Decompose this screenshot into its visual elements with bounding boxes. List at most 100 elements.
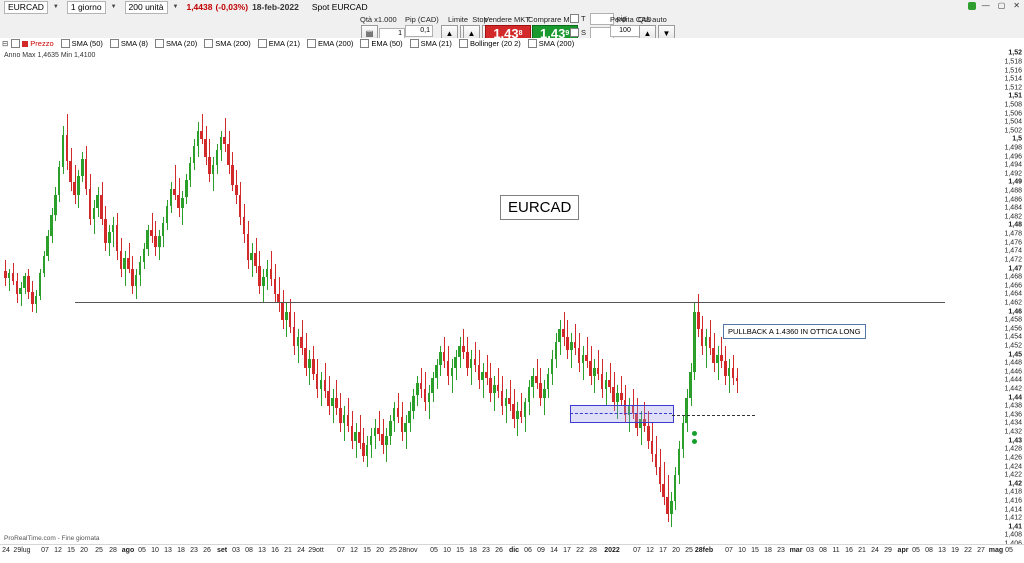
target-marker-dot[interactable] — [692, 430, 697, 436]
indicator-checkbox[interactable] — [109, 39, 119, 48]
indicator-legend-item[interactable]: SMA (50) — [60, 39, 103, 48]
price-axis[interactable]: 1,52 1,518 1,516 1,514 1,512 1,51 1,508 1,506 1,… — [986, 49, 1024, 548]
candle-body — [254, 253, 257, 267]
sell-market-button[interactable]: 1,43 8 — [484, 25, 531, 42]
candle-body — [492, 384, 496, 394]
instrument-selector[interactable]: EURCAD ▼ — [1, 0, 62, 14]
y-axis-tick: 1,48 — [1008, 221, 1022, 229]
x-axis-tick: set — [216, 547, 228, 554]
candle-body — [88, 188, 92, 220]
indicator-checkbox[interactable] — [360, 39, 370, 48]
loss-input[interactable]: 100 — [610, 25, 640, 37]
time-axis[interactable]: 24 29lug 07 12 15 20 25 28 ago 05 10 13 18 23 26 set 03 0… — [0, 544, 1024, 563]
x-axis-tick: 12 — [646, 547, 654, 554]
support-zone-box[interactable] — [570, 404, 674, 424]
indicator-checkbox[interactable] — [155, 39, 164, 48]
candle-body — [697, 311, 700, 329]
stoploss-checkbox[interactable] — [570, 28, 579, 37]
candle-body — [550, 358, 554, 374]
indicator-legend-item[interactable]: EMA (50) — [360, 39, 403, 48]
y-axis-tick: 1,498 — [1004, 144, 1022, 152]
candle-body — [589, 361, 592, 377]
candle-body — [250, 253, 253, 260]
chevron-down-icon[interactable]: ▼ — [172, 4, 179, 10]
candle-body — [161, 223, 165, 237]
candle-body — [454, 356, 458, 368]
indicator-checkbox[interactable] — [409, 39, 419, 48]
x-axis-tick: 07 — [725, 547, 733, 554]
indicator-legend-item[interactable]: SMA (200) — [527, 39, 574, 48]
price-plot[interactable]: Anno Max 1,4635 Min 1,4100 EURCAD PULLBA… — [0, 49, 987, 544]
y-axis-tick: 1,418 — [1004, 488, 1022, 496]
resistance-line[interactable] — [75, 301, 945, 303]
indicator-legend-item[interactable]: Bollinger (20 2) — [458, 39, 521, 48]
candle-body — [30, 292, 34, 304]
indicator-legend-item[interactable]: SMA (21) — [409, 39, 452, 48]
auto-qty-down-icon[interactable]: ▼ — [658, 25, 675, 42]
candle-body — [593, 367, 596, 377]
indicator-checkbox[interactable] — [257, 39, 267, 48]
indicator-legend-item[interactable]: EMA (21) — [257, 39, 300, 48]
indicator-checkbox[interactable] — [458, 39, 468, 48]
y-axis-tick: 1,416 — [1004, 497, 1022, 505]
y-axis-tick: 1,52 — [1008, 49, 1022, 57]
candle-body — [704, 337, 708, 346]
candle-body — [231, 165, 234, 185]
indicator-legend-item[interactable]: EMA (200) — [306, 39, 353, 48]
y-axis-tick: 1,476 — [1004, 239, 1022, 247]
candle-body — [543, 389, 546, 398]
units-selector[interactable]: 200 unità ▼ — [122, 0, 182, 14]
maximize-button[interactable]: ▢ — [997, 1, 1006, 10]
target-marker-dot[interactable] — [692, 438, 697, 444]
indicator-checkbox[interactable] — [11, 39, 21, 48]
instrument-name[interactable]: EURCAD — [4, 0, 48, 14]
y-axis-tick: 1,512 — [1004, 84, 1022, 92]
y-axis-tick: 1,508 — [1004, 101, 1022, 109]
indicator-legend-item[interactable]: SMA (20) — [155, 39, 197, 48]
projection-line[interactable] — [672, 414, 755, 416]
y-axis-tick: 1,462 — [1004, 299, 1022, 307]
indicator-checkbox[interactable] — [527, 39, 537, 48]
window-controls[interactable]: — ▢ ✕ — [967, 1, 1022, 10]
x-axis-tick: dic — [508, 547, 520, 554]
candle-body — [173, 188, 176, 196]
candle-body — [92, 208, 96, 219]
candle-body — [77, 175, 80, 196]
candle-body — [469, 358, 473, 368]
chevron-down-icon[interactable]: ▼ — [52, 4, 59, 10]
target-input[interactable] — [589, 12, 614, 25]
indicator-checkbox[interactable] — [306, 39, 316, 48]
timeframe-value[interactable]: 1 giorno — [66, 0, 106, 14]
candle-body — [312, 358, 315, 374]
close-button[interactable]: ✕ — [1013, 1, 1020, 10]
indicator-checkbox[interactable] — [204, 39, 214, 48]
minimize-button[interactable]: — — [981, 1, 990, 10]
candle-wick — [386, 427, 388, 463]
x-axis-tick: 13 — [258, 547, 266, 554]
pip-value[interactable]: 0,1 — [405, 25, 433, 37]
candle-body — [458, 346, 461, 357]
y-axis-tick: 1,474 — [1004, 247, 1022, 255]
candle-body — [27, 276, 30, 293]
timeframe-selector[interactable]: 1 giorno ▼ — [64, 0, 120, 14]
indicator-legend-item[interactable]: Prezzo — [11, 39, 54, 48]
qty-input[interactable]: 1 — [379, 27, 405, 40]
x-axis-tick: 18 — [764, 547, 772, 554]
candle-body — [512, 404, 515, 420]
indicator-label: Bollinger (20 2) — [469, 39, 521, 48]
candle-wick — [378, 410, 380, 441]
units-value[interactable]: 200 unità — [124, 0, 168, 14]
candle-body — [319, 380, 323, 390]
indicator-legend-item[interactable]: SMA (8) — [109, 39, 148, 48]
target-checkbox[interactable] — [570, 14, 579, 23]
legend-expand-icon[interactable]: ⊟ — [2, 39, 9, 48]
x-axis-tick: 28 — [589, 547, 597, 554]
chevron-down-icon[interactable]: ▼ — [110, 4, 117, 10]
indicator-legend-item[interactable]: SMA (200) — [204, 39, 251, 48]
candle-body — [84, 158, 88, 189]
candle-body — [639, 419, 642, 428]
candle-body — [373, 427, 377, 437]
candle-wick — [517, 401, 519, 437]
candle-body — [296, 337, 300, 346]
indicator-checkbox[interactable] — [60, 39, 70, 48]
